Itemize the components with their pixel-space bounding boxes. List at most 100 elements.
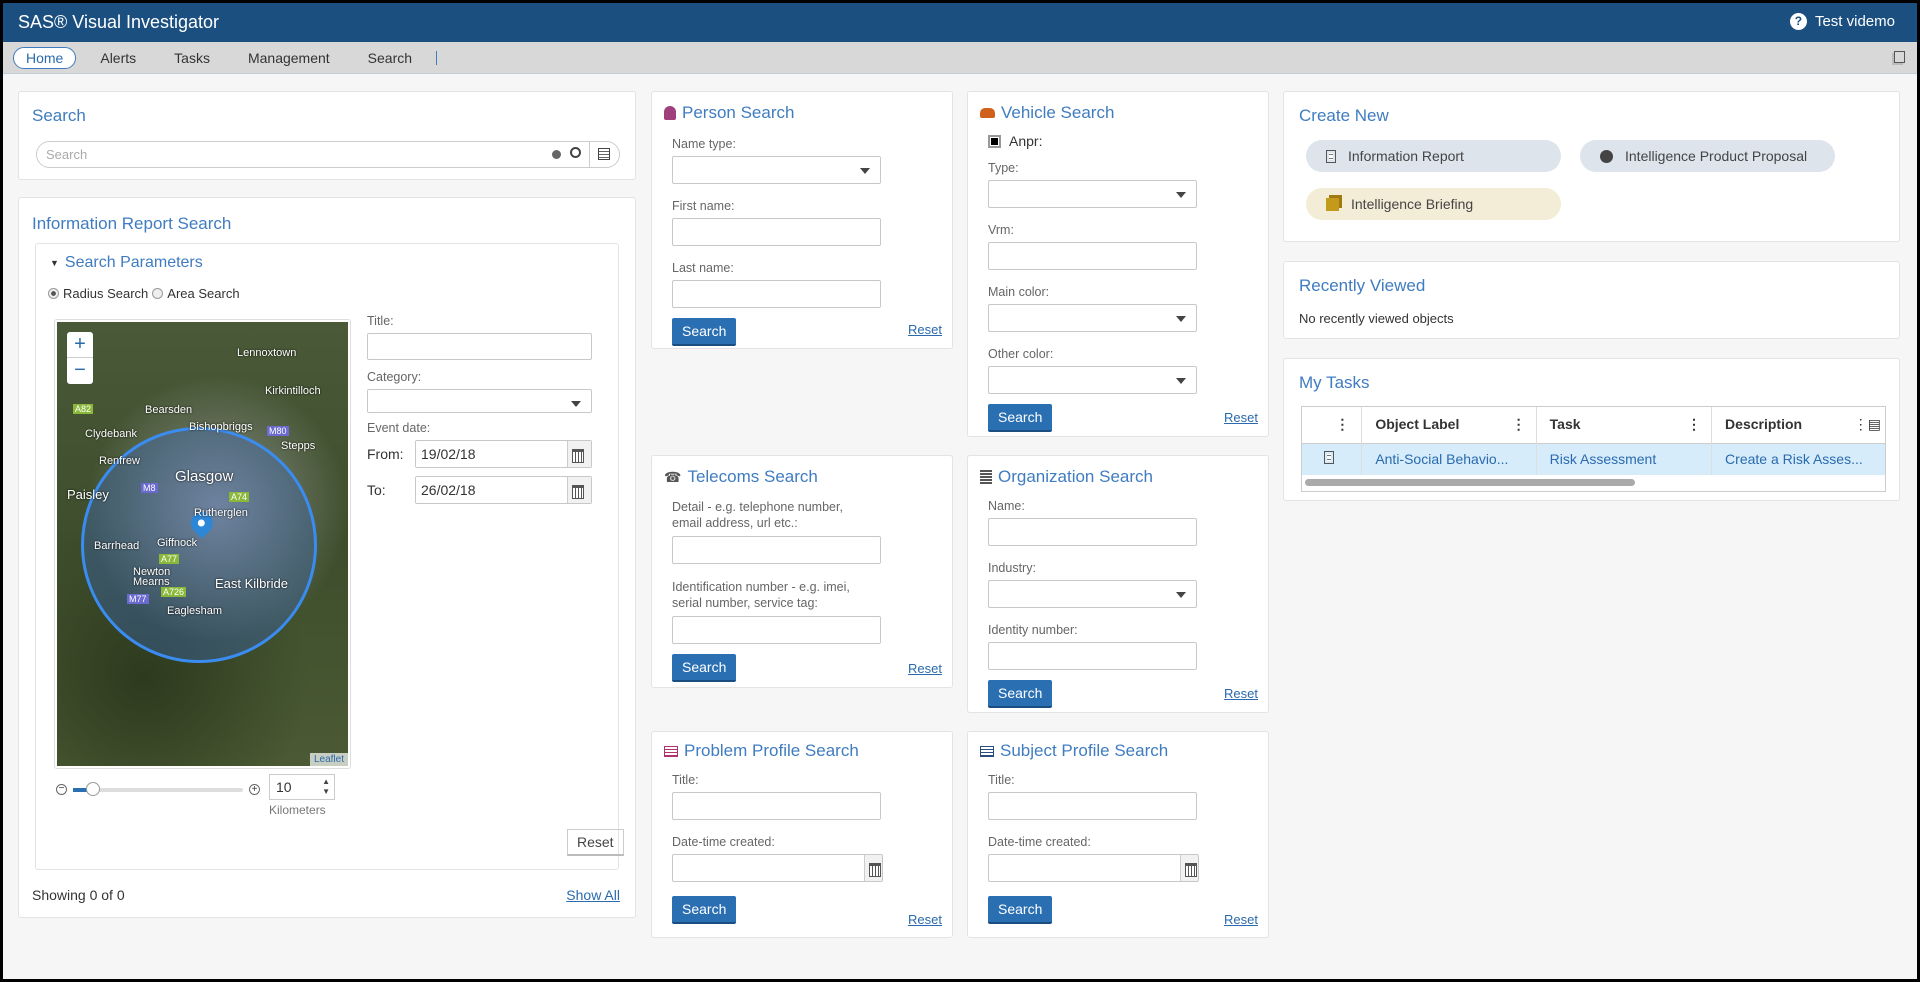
- column-title: Task: [1549, 416, 1581, 433]
- calendar-icon[interactable]: [567, 441, 591, 467]
- tab-tasks[interactable]: Tasks: [174, 49, 210, 66]
- person-reset-link[interactable]: Reset: [908, 322, 942, 337]
- help-icon[interactable]: ?: [1789, 13, 1807, 30]
- calendar-icon[interactable]: [864, 855, 882, 881]
- org-name-input[interactable]: [988, 518, 1197, 546]
- subject-date-label: Date-time created:: [988, 835, 1091, 849]
- column-header-task[interactable]: Task ⋮: [1536, 407, 1713, 443]
- radius-slider[interactable]: [73, 781, 243, 796]
- map-zoom-in-button[interactable]: +: [67, 332, 93, 358]
- road-label: A77: [159, 554, 180, 564]
- column-menu-icon[interactable]: ⋮: [1302, 407, 1363, 443]
- anpr-label[interactable]: Anpr:: [1009, 133, 1043, 149]
- column-header-description[interactable]: Description ⋮▤: [1712, 407, 1885, 443]
- my-tasks-title: My Tasks: [1299, 373, 1370, 392]
- zoom-in-radius-icon[interactable]: +: [249, 784, 260, 795]
- other-color-select[interactable]: [988, 366, 1197, 394]
- cell-task[interactable]: Risk Assessment: [1536, 443, 1713, 475]
- problem-date-input[interactable]: [672, 854, 883, 882]
- subject-title-input[interactable]: [988, 792, 1197, 820]
- clear-icon[interactable]: [552, 150, 561, 159]
- anpr-checkbox[interactable]: [988, 134, 1001, 148]
- from-date-value[interactable]: 19/02/18: [421, 446, 476, 462]
- name-type-label: Name type:: [672, 137, 736, 151]
- telecoms-reset-link[interactable]: Reset: [908, 661, 942, 676]
- calendar-icon[interactable]: [1180, 855, 1198, 881]
- tab-alerts[interactable]: Alerts: [100, 49, 137, 66]
- column-header-object-label[interactable]: Object Label ⋮: [1361, 407, 1537, 443]
- to-date-value[interactable]: 26/02/18: [421, 482, 476, 498]
- tab-management[interactable]: Management: [247, 49, 330, 66]
- to-date-input[interactable]: 26/02/18: [415, 476, 592, 504]
- show-all-link[interactable]: Show All: [566, 887, 620, 903]
- table-row[interactable]: Anti-Social Behavio... Risk Assessment C…: [1302, 443, 1885, 475]
- telecoms-search-button[interactable]: Search: [672, 654, 737, 682]
- spinner-icon[interactable]: ▲ ▼: [322, 777, 330, 796]
- create-information-report-button[interactable]: Information Report: [1306, 140, 1561, 172]
- area-search-radio[interactable]: [152, 288, 164, 299]
- identity-number-input[interactable]: [988, 642, 1197, 670]
- create-intelligence-briefing-button[interactable]: Intelligence Briefing: [1306, 188, 1561, 220]
- radius-value[interactable]: 10: [276, 779, 292, 795]
- tab-home[interactable]: Home: [13, 46, 77, 69]
- create-new-card: Create New Information Report Intelligen…: [1283, 91, 1900, 242]
- tab-search[interactable]: Search: [367, 49, 413, 66]
- slider-handle[interactable]: [86, 781, 101, 796]
- map[interactable]: Lennoxtown Kirkintilloch Bearsden Clydeb…: [54, 319, 351, 769]
- cell-description[interactable]: Create a Risk Asses...: [1725, 451, 1863, 468]
- search-parameters-toggle[interactable]: ▼ Search Parameters: [50, 254, 203, 272]
- organization-search-button[interactable]: Search: [988, 680, 1053, 708]
- subject-date-input[interactable]: [988, 854, 1199, 882]
- radius-search-radio[interactable]: [48, 288, 59, 299]
- title-label: Title:: [367, 314, 394, 328]
- map-zoom-out-button[interactable]: −: [74, 359, 86, 381]
- other-color-label: Other color:: [988, 347, 1054, 361]
- params-reset-button[interactable]: Reset: [567, 829, 624, 856]
- column-menu-icon[interactable]: ⋮: [1511, 416, 1526, 433]
- advanced-search-icon[interactable]: [589, 142, 619, 167]
- column-menu-icon[interactable]: ⋮: [1687, 416, 1702, 433]
- problem-reset-link[interactable]: Reset: [908, 912, 942, 927]
- problem-search-button[interactable]: Search: [672, 896, 737, 924]
- name-type-select[interactable]: [672, 156, 881, 184]
- horizontal-scrollbar[interactable]: [1305, 479, 1635, 486]
- subject-reset-link[interactable]: Reset: [1224, 912, 1258, 927]
- radius-search-label[interactable]: Radius Search: [63, 286, 149, 301]
- problem-title-input[interactable]: [672, 792, 881, 820]
- title-input[interactable]: [367, 333, 592, 360]
- column-chooser-icon[interactable]: ⋮▤: [1853, 416, 1881, 433]
- create-new-title: Create New: [1299, 106, 1389, 125]
- map-label: Barrhead: [94, 540, 140, 552]
- search-input[interactable]: Search: [36, 141, 620, 168]
- detail-input[interactable]: [672, 536, 881, 564]
- cell-object-label[interactable]: Anti-Social Behavio...: [1361, 443, 1537, 475]
- calendar-icon[interactable]: [567, 477, 591, 503]
- create-intelligence-product-proposal-button[interactable]: Intelligence Product Proposal: [1580, 140, 1835, 172]
- main-color-select[interactable]: [988, 304, 1197, 332]
- from-date-input[interactable]: 19/02/18: [415, 440, 592, 468]
- building-icon: [980, 469, 992, 485]
- identification-input[interactable]: [672, 616, 881, 644]
- map-label: Stepps: [281, 440, 316, 452]
- person-icon: [664, 106, 676, 120]
- radius-input[interactable]: 10 ▲ ▼: [269, 774, 335, 800]
- last-name-input[interactable]: [672, 280, 881, 308]
- organization-reset-link[interactable]: Reset: [1224, 686, 1258, 701]
- vehicle-reset-link[interactable]: Reset: [1224, 410, 1258, 425]
- user-name[interactable]: Test videmo: [1814, 13, 1895, 30]
- window-icon[interactable]: [1894, 51, 1905, 63]
- industry-select[interactable]: [988, 580, 1197, 608]
- leaflet-attribution[interactable]: Leaflet: [309, 753, 348, 766]
- search-icon[interactable]: [570, 147, 581, 158]
- category-select[interactable]: [367, 389, 592, 413]
- subject-search-button[interactable]: Search: [988, 896, 1053, 924]
- area-search-label[interactable]: Area Search: [167, 286, 240, 301]
- type-select[interactable]: [988, 180, 1197, 208]
- vehicle-search-button[interactable]: Search: [988, 404, 1053, 432]
- radius-circle[interactable]: [81, 427, 317, 663]
- user-menu[interactable]: ? Test videmo: [1789, 13, 1895, 30]
- zoom-out-radius-icon[interactable]: −: [56, 784, 67, 795]
- vrm-input[interactable]: [988, 242, 1197, 270]
- person-search-button[interactable]: Search: [672, 318, 737, 346]
- first-name-input[interactable]: [672, 218, 881, 246]
